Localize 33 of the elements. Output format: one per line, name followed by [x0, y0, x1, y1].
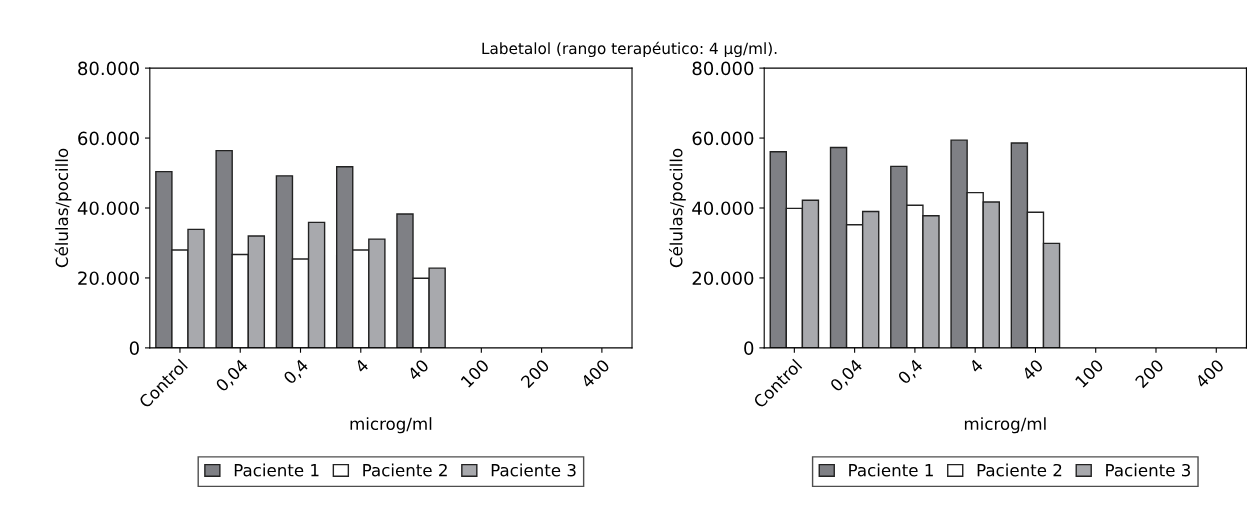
x-tick-label: 40	[406, 358, 430, 382]
legend-label: Paciente 3	[491, 463, 576, 477]
y-axis-title: Células/pocillo	[54, 148, 72, 268]
x-tick-label: 0,4	[897, 358, 925, 386]
x-axis-title: microg/ml	[964, 417, 1046, 434]
x-tick-label: 100	[1074, 358, 1105, 388]
legend-label: Paciente 1	[849, 463, 933, 477]
y-tick-label: 20.000	[692, 271, 754, 286]
chart-title: Labetalol (rango terapéutico: 4 µg/ml).	[482, 41, 777, 58]
y-tick-label: 60.000	[692, 131, 754, 146]
y-tick-label: 40.000	[77, 201, 139, 216]
y-tick-label: 80.000	[692, 61, 754, 76]
legend-label: Paciente 2	[363, 463, 447, 477]
x-tick-label: 100	[460, 358, 490, 388]
x-axis-title: microg/ml	[350, 417, 432, 434]
y-axis-title: Células/pocillo	[668, 148, 686, 268]
x-tick-label: 0,4	[282, 358, 311, 386]
x-tick-label: 200	[520, 358, 550, 389]
y-tick-label: 20.000	[78, 271, 139, 286]
y-tick-label: 0	[129, 341, 139, 355]
x-tick-label: 40	[1021, 358, 1044, 382]
x-tick-label: 200	[1134, 358, 1165, 389]
x-tick-label: 400	[1194, 358, 1225, 389]
x-tick-label: 4	[354, 358, 370, 374]
x-tick-label: 4	[968, 358, 984, 374]
legend-label: Paciente 2	[977, 463, 1062, 477]
y-tick-label: 40.000	[692, 201, 754, 216]
y-tick-label: 60.000	[78, 131, 139, 146]
y-tick-label: 80.000	[78, 61, 139, 76]
x-tick-label: 400	[580, 358, 611, 389]
y-tick-label: 0	[744, 341, 754, 355]
legend-label: Paciente 3	[1106, 463, 1191, 477]
legend-label: Paciente 1	[234, 463, 319, 477]
